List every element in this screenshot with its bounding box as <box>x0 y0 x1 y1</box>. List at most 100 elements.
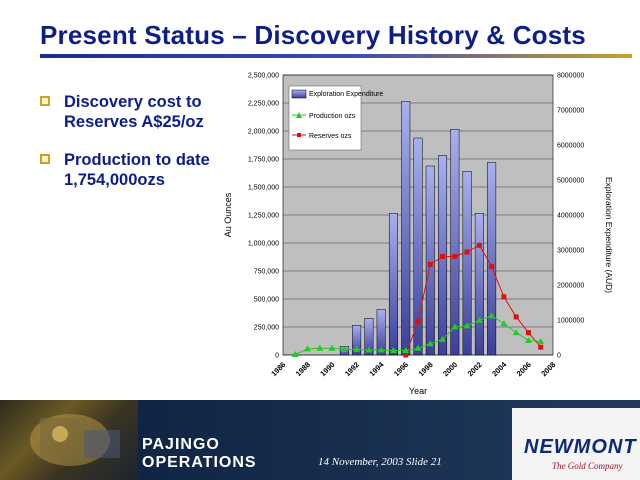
production-point <box>389 347 397 354</box>
production-point <box>316 344 324 351</box>
reserves-point <box>501 294 507 300</box>
production-point <box>500 320 508 327</box>
y2-tick-label: 0 <box>557 353 561 360</box>
legend-bar-swatch <box>291 89 307 99</box>
reserves-point <box>403 352 409 358</box>
production-point <box>377 346 385 353</box>
x-tick-label: 2008 <box>539 360 557 378</box>
chart-legend: Exploration Expenditure Production ozs R… <box>288 85 383 151</box>
reserves-point <box>489 264 495 270</box>
x-tick-label: 1998 <box>417 360 435 378</box>
y-tick-label: 1,000,000 <box>248 241 279 248</box>
reserves-point <box>452 253 458 259</box>
production-point <box>291 350 299 357</box>
reserves-point <box>538 344 544 350</box>
x-tick-label: 1992 <box>343 360 361 378</box>
y-tick-label: 1,750,000 <box>248 157 279 164</box>
mining-photo <box>0 400 138 480</box>
exploration-bar <box>388 213 398 356</box>
y2-tick-label: 2000000 <box>557 283 584 290</box>
exploration-bar <box>474 213 484 356</box>
series-lines <box>291 242 545 358</box>
operations-brand: PAJINGO OPERATIONS <box>142 436 257 472</box>
y2-tick-label: 1000000 <box>557 318 584 325</box>
reserves-point <box>476 242 482 248</box>
y2-axis-label-text: Exploration Expenditure (AUD) <box>604 177 614 293</box>
bullet-square-icon <box>40 96 50 106</box>
y2-axis-ticks: 0 1000000 2000000 3000000 4000000 5000000 6000… <box>557 73 584 360</box>
exploration-bar <box>413 137 423 356</box>
production-point <box>414 344 422 351</box>
y-tick-label: 750,000 <box>254 269 279 276</box>
mine-photo-graphic <box>30 414 120 466</box>
y-tick-label: 1,500,000 <box>248 185 279 192</box>
exploration-bar <box>425 165 435 356</box>
legend-production-label: Production ozs <box>309 113 356 120</box>
y2-tick-label: 4000000 <box>557 213 584 220</box>
exploration-bar <box>376 309 386 356</box>
production-point <box>451 323 459 330</box>
date-slide-number: 14 November, 2003 Slide 21 <box>318 456 442 468</box>
y-axis-ticks: 0 250,000 500,000 750,000 1,000,000 1,250,000… <box>248 73 279 360</box>
discovery-chart: 0 250,000 500,000 750,000 1,000,000 1,250,000… <box>223 73 614 397</box>
y-tick-label: 0 <box>275 353 279 360</box>
exploration-bar <box>401 101 411 356</box>
reserves-point <box>415 318 421 324</box>
x-axis-ticks: 1986 1988 1990 1992 1994 1996 1998 2000 2002 2004… <box>269 359 557 378</box>
y2-axis-label: Exploration Expenditure (AUD) <box>604 177 614 293</box>
x-tick-label: 1988 <box>294 360 312 378</box>
production-point <box>328 344 336 351</box>
y-tick-label: 2,000,000 <box>248 129 279 136</box>
exploration-bar <box>462 171 472 356</box>
y2-tick-label: 6000000 <box>557 143 584 150</box>
reserves-line <box>405 244 542 356</box>
reserves-point <box>440 253 446 259</box>
reserves-point <box>427 261 433 267</box>
production-point <box>537 338 545 345</box>
exploration-bar <box>450 129 460 356</box>
y2-tick-label: 3000000 <box>557 248 584 255</box>
y2-tick-label: 5000000 <box>557 178 584 185</box>
production-point <box>439 335 447 342</box>
y-tick-label: 500,000 <box>254 297 279 304</box>
production-point <box>365 346 373 353</box>
production-point <box>340 345 348 352</box>
brand-line-2: OPERATIONS <box>142 454 257 471</box>
production-point <box>524 336 532 343</box>
logo-tagline: The Gold Company <box>552 461 623 471</box>
y-tick-label: 250,000 <box>254 325 279 332</box>
y-tick-label: 2,500,000 <box>248 73 279 80</box>
newmont-logo-panel: NEWMONT The Gold Company <box>512 408 640 480</box>
brand-line-1: PAJINGO <box>142 436 220 453</box>
reserves-point <box>513 314 519 320</box>
title-underline <box>40 54 632 58</box>
x-tick-label: 1996 <box>392 360 410 378</box>
reserves-point <box>464 249 470 255</box>
legend-reserves-label: Reserves ozs <box>309 133 352 140</box>
x-tick-label: 2006 <box>515 360 533 378</box>
x-tick-label: 1986 <box>269 360 287 378</box>
production-point <box>402 347 410 354</box>
exploration-bar <box>352 325 362 356</box>
production-point <box>488 312 496 319</box>
y2-tick-label: 8000000 <box>557 73 584 80</box>
bullet-text: Discovery cost to Reserves A$25/oz <box>64 93 204 131</box>
exploration-bar <box>487 162 497 356</box>
x-axis-label: Year <box>409 386 427 396</box>
production-point <box>463 322 471 329</box>
x-tick-label: 1990 <box>318 360 336 378</box>
production-point <box>353 345 361 352</box>
x-tick-label: 2002 <box>466 360 484 378</box>
legend-production-marker <box>296 112 302 118</box>
legend-reserves-marker <box>297 133 301 137</box>
bullet-text: Production to date 1,754,000ozs <box>64 151 210 189</box>
slide-title: Present Status – Discovery History & Cos… <box>40 20 586 50</box>
y2-tick-label: 7000000 <box>557 108 584 115</box>
legend-exploration-label: Exploration Expenditure <box>309 91 383 98</box>
y-tick-label: 2,250,000 <box>248 101 279 108</box>
production-point <box>475 316 483 323</box>
x-tick-label: 2004 <box>490 359 509 378</box>
y-tick-label: 1,250,000 <box>248 213 279 220</box>
x-tick-label: 2000 <box>441 360 459 378</box>
footer-band: PAJINGO OPERATIONS 14 November, 2003 Sli… <box>0 400 640 480</box>
